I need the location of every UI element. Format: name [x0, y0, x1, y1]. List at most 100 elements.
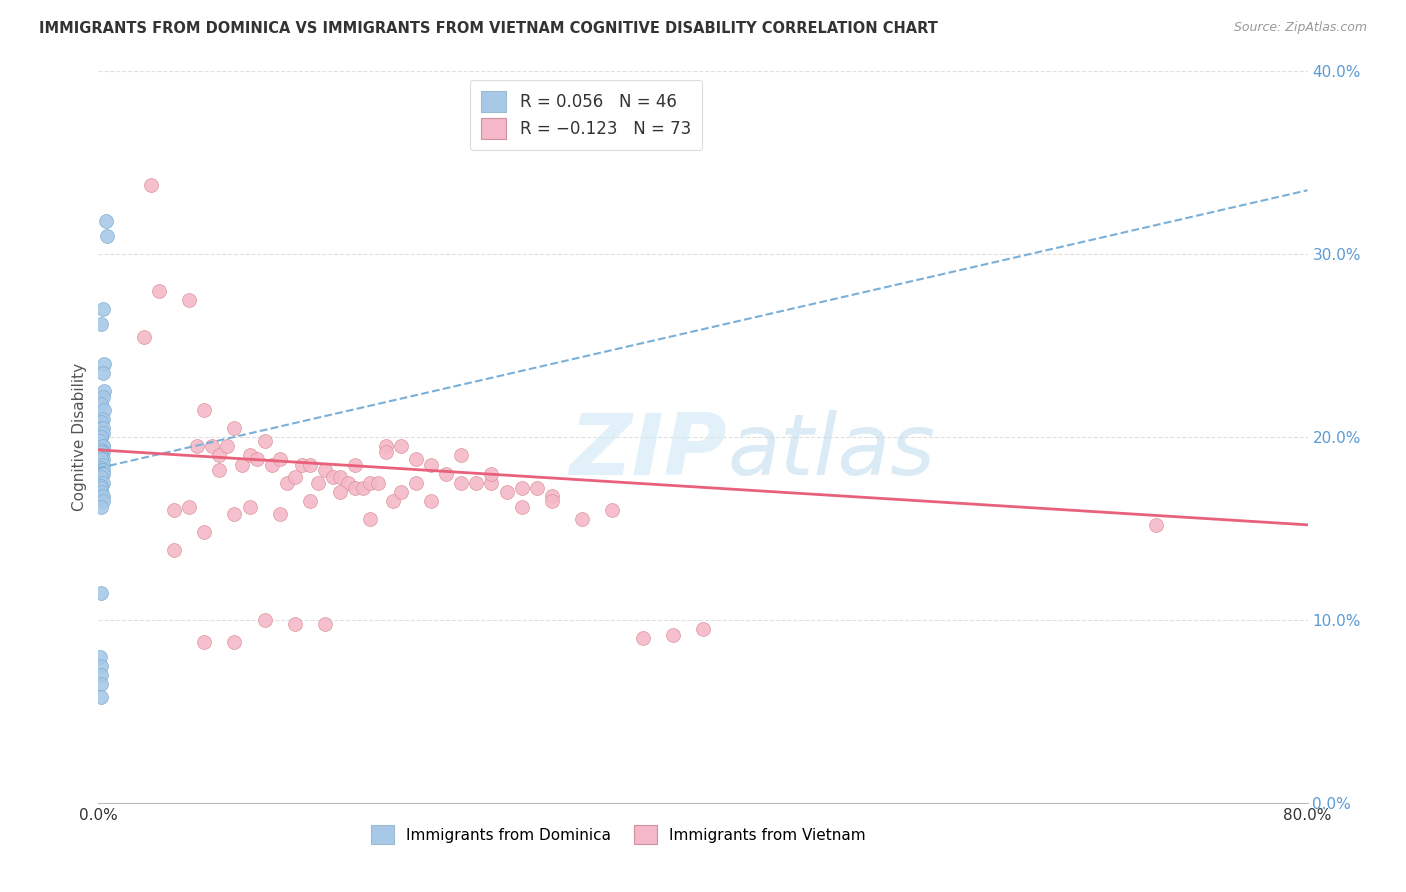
Point — [231, 458, 253, 472]
Point — [389, 485, 412, 500]
Point — [510, 500, 533, 514]
Point — [420, 458, 443, 472]
Text: atlas: atlas — [727, 410, 935, 493]
Point — [91, 439, 114, 453]
Point — [269, 507, 291, 521]
Point — [208, 448, 231, 462]
Point — [90, 416, 112, 430]
Point — [90, 500, 112, 514]
Point — [540, 494, 562, 508]
Point — [208, 463, 231, 477]
Point — [540, 489, 562, 503]
Point — [253, 613, 276, 627]
Point — [91, 390, 114, 404]
Point — [193, 525, 215, 540]
Point — [91, 366, 114, 380]
Text: ZIP: ZIP — [569, 410, 727, 493]
Point — [179, 500, 201, 514]
Point — [405, 452, 427, 467]
Text: Source: ZipAtlas.com: Source: ZipAtlas.com — [1233, 21, 1367, 34]
Point — [91, 463, 114, 477]
Point — [193, 635, 215, 649]
Point — [132, 329, 155, 343]
Point — [90, 442, 112, 457]
Point — [239, 448, 262, 462]
Point — [91, 467, 114, 481]
Point — [389, 439, 412, 453]
Point — [91, 421, 114, 435]
Point — [344, 481, 367, 495]
Point — [193, 402, 215, 417]
Point — [89, 434, 111, 448]
Point — [284, 470, 307, 484]
Point — [163, 543, 186, 558]
Point — [329, 485, 352, 500]
Point — [163, 503, 186, 517]
Point — [360, 512, 382, 526]
Point — [276, 475, 298, 490]
Y-axis label: Cognitive Disability: Cognitive Disability — [72, 363, 87, 511]
Point — [91, 439, 114, 453]
Point — [91, 489, 114, 503]
Text: IMMIGRANTS FROM DOMINICA VS IMMIGRANTS FROM VIETNAM COGNITIVE DISABILITY CORRELA: IMMIGRANTS FROM DOMINICA VS IMMIGRANTS F… — [39, 21, 938, 36]
Point — [661, 627, 683, 641]
Point — [90, 658, 112, 673]
Point — [90, 461, 112, 475]
Point — [481, 475, 503, 490]
Point — [201, 439, 224, 453]
Point — [510, 481, 533, 495]
Point — [495, 485, 517, 500]
Point — [148, 284, 170, 298]
Point — [91, 301, 114, 317]
Point — [465, 475, 488, 490]
Point — [186, 439, 208, 453]
Point — [91, 412, 114, 426]
Legend: Immigrants from Dominica, Immigrants from Vietnam: Immigrants from Dominica, Immigrants fro… — [364, 819, 872, 850]
Point — [90, 485, 112, 500]
Point — [90, 479, 112, 493]
Point — [314, 616, 336, 631]
Point — [141, 178, 163, 192]
Point — [262, 458, 284, 472]
Point — [291, 458, 314, 472]
Point — [239, 500, 262, 514]
Point — [91, 494, 114, 508]
Point — [90, 452, 112, 467]
Point — [91, 458, 114, 472]
Point — [93, 357, 115, 371]
Point — [360, 475, 382, 490]
Point — [224, 421, 246, 435]
Point — [367, 475, 389, 490]
Point — [602, 503, 624, 517]
Point — [269, 452, 291, 467]
Point — [91, 444, 114, 458]
Point — [1144, 517, 1167, 532]
Point — [179, 293, 201, 307]
Point — [90, 585, 112, 599]
Point — [215, 439, 238, 453]
Point — [96, 229, 118, 244]
Point — [307, 475, 329, 490]
Point — [90, 463, 112, 477]
Point — [526, 481, 548, 495]
Point — [284, 616, 307, 631]
Point — [631, 632, 654, 646]
Point — [94, 214, 117, 228]
Point — [90, 448, 112, 462]
Point — [434, 467, 457, 481]
Point — [90, 667, 112, 681]
Point — [90, 677, 112, 691]
Point — [224, 507, 246, 521]
Point — [89, 649, 111, 664]
Point — [90, 481, 112, 495]
Point — [90, 467, 112, 481]
Point — [246, 452, 269, 467]
Point — [224, 635, 246, 649]
Point — [91, 426, 114, 441]
Point — [352, 481, 374, 495]
Point — [692, 622, 714, 636]
Point — [450, 475, 472, 490]
Point — [571, 512, 593, 526]
Point — [450, 448, 472, 462]
Point — [299, 458, 322, 472]
